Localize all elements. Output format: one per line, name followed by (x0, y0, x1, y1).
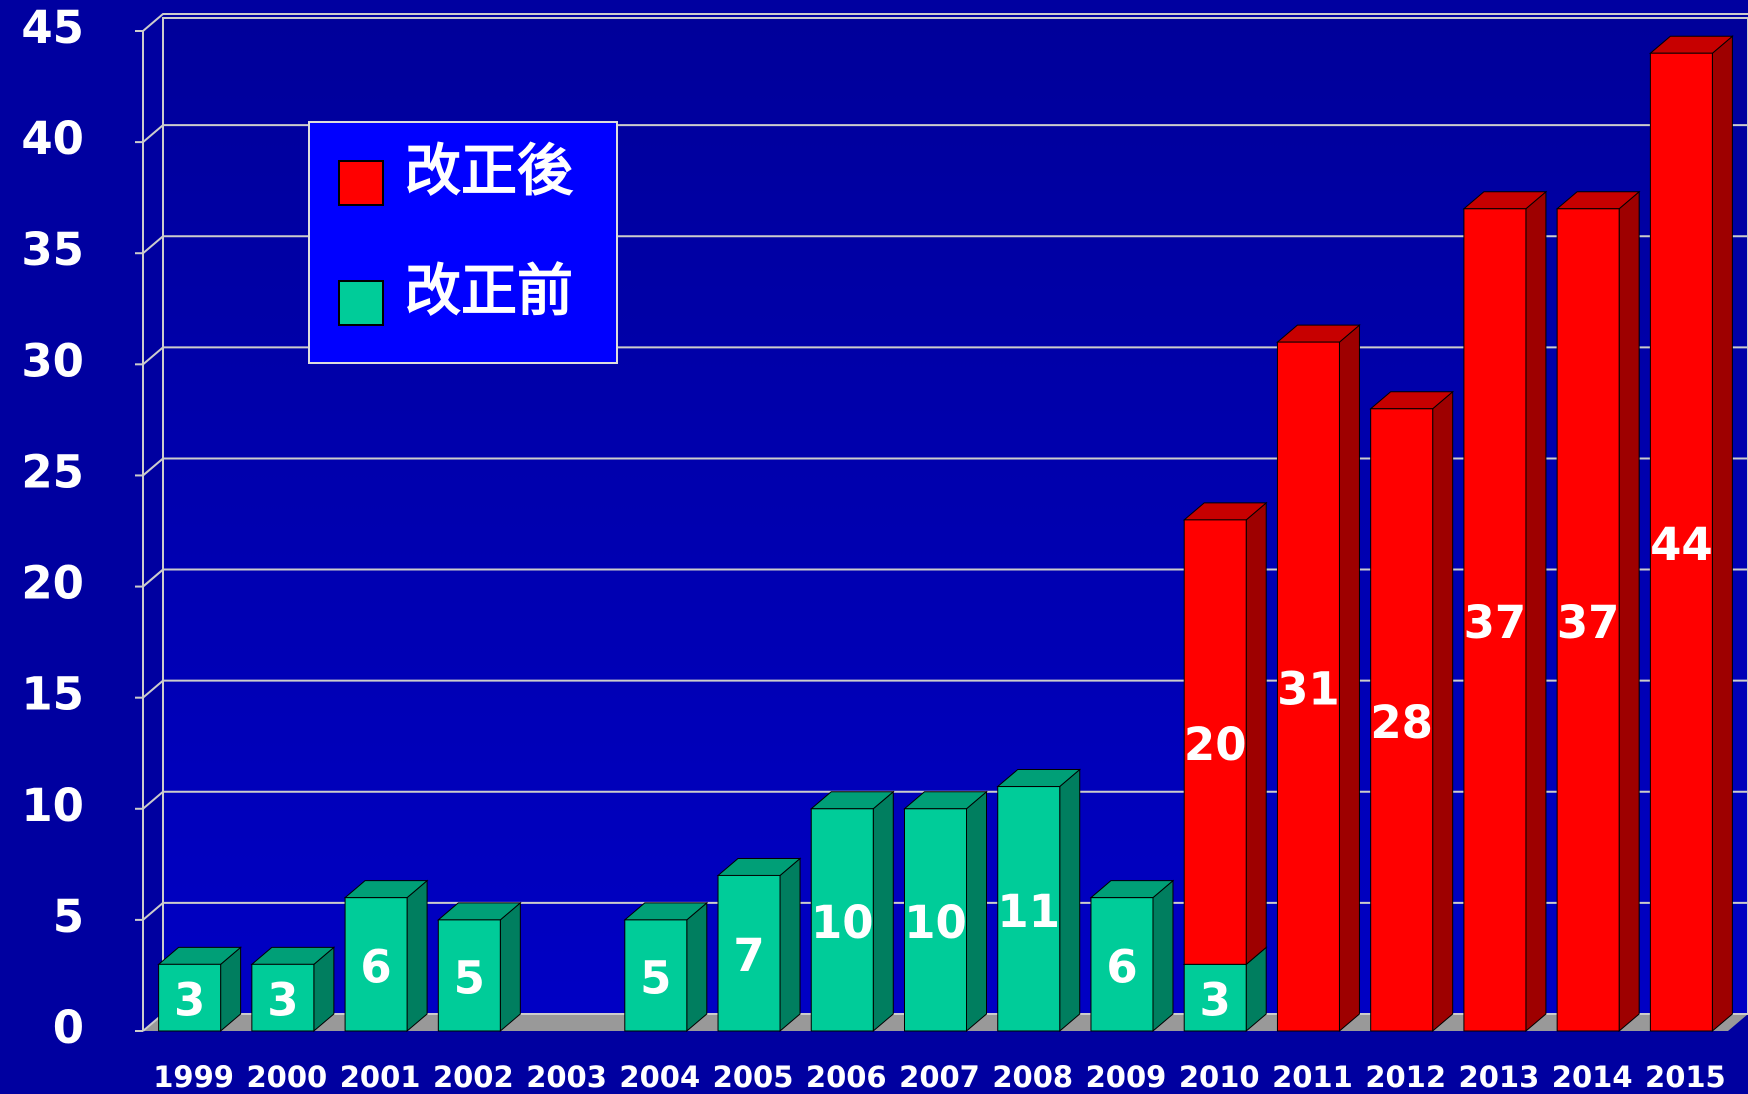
x-tick-label: 2015 (1645, 1060, 1726, 1094)
data-label: 5 (454, 951, 485, 1004)
bar-side (686, 901, 708, 1033)
bar (1556, 208, 1620, 1032)
data-label: 3 (174, 974, 205, 1027)
x-tick-label: 2012 (1365, 1060, 1446, 1094)
x-tick-label: 2001 (340, 1060, 421, 1094)
data-label: 3 (267, 974, 298, 1027)
x-tick-label: 2004 (619, 1060, 700, 1094)
bar (1649, 52, 1713, 1032)
x-tick-label: 2003 (526, 1060, 607, 1094)
grid-line (142, 457, 1748, 477)
x-tick-label: 2006 (806, 1060, 887, 1094)
x-tick-label: 2000 (246, 1060, 327, 1094)
y-tick-label: 40 (21, 112, 84, 165)
data-label: 10 (904, 896, 967, 949)
bar (1276, 341, 1340, 1032)
bar (717, 874, 781, 1032)
bar (1183, 519, 1247, 965)
x-tick-label: 2013 (1459, 1060, 1540, 1094)
y-tick-label: 30 (21, 334, 84, 387)
y-tick-label: 25 (21, 445, 84, 498)
data-label: 31 (1277, 663, 1340, 716)
x-tick-label: 2011 (1272, 1060, 1353, 1094)
bar-side (406, 879, 428, 1033)
bar-side (1338, 324, 1360, 1033)
bar (344, 897, 408, 1032)
bar (624, 919, 688, 1032)
legend-label: 改正後 (405, 139, 574, 204)
bar-side (1525, 190, 1547, 1033)
bar-side (779, 857, 801, 1033)
data-label: 44 (1650, 518, 1713, 571)
legend-swatch (338, 280, 384, 326)
data-label: 37 (1464, 596, 1527, 649)
bar-side (966, 790, 987, 1033)
y-tick-label: 10 (21, 779, 84, 832)
bar (251, 963, 315, 1032)
data-label: 28 (1370, 696, 1433, 749)
bar-side (1432, 390, 1454, 1033)
x-tick-label: 2008 (992, 1060, 1073, 1094)
bar (1090, 897, 1154, 1032)
grid-line (142, 124, 1748, 143)
y-tick-label: 0 (53, 1001, 84, 1054)
data-label: 37 (1557, 596, 1620, 649)
y-tick-label: 20 (21, 557, 84, 610)
x-tick-label: 2007 (899, 1060, 980, 1094)
grid-line (142, 346, 1748, 366)
data-label: 10 (811, 896, 874, 949)
x-tick-label: 2005 (713, 1060, 794, 1094)
data-label: 5 (640, 951, 671, 1004)
y-tick-label: 5 (53, 890, 84, 943)
x-tick-label: 2010 (1179, 1060, 1260, 1094)
bar-side (499, 901, 521, 1033)
bar-side (1245, 501, 1267, 966)
y-tick-label: 15 (21, 668, 84, 721)
x-tick-label: 2002 (433, 1060, 514, 1094)
data-label: 3 (1200, 974, 1231, 1027)
x-tick-label: 1999 (153, 1060, 234, 1094)
bar-side (1618, 190, 1640, 1033)
bar (904, 808, 967, 1032)
legend-swatch (338, 160, 384, 206)
legend-label: 改正前 (405, 259, 573, 324)
x-tick-label: 2014 (1552, 1060, 1633, 1094)
data-label: 20 (1184, 718, 1247, 771)
x-tick-label: 2009 (1086, 1060, 1167, 1094)
data-label: 6 (360, 940, 391, 993)
data-label: 6 (1106, 940, 1137, 993)
bar (1463, 208, 1527, 1032)
y-tick-label: 35 (21, 223, 84, 276)
data-label: 11 (997, 885, 1060, 938)
bar-side (872, 790, 894, 1033)
bar (1370, 408, 1434, 1032)
grid-line (142, 235, 1748, 254)
grid-line (142, 13, 1748, 32)
bar (810, 808, 874, 1032)
bar (1183, 963, 1247, 1032)
bar (997, 786, 1061, 1032)
y-tick-label: 45 (21, 1, 84, 54)
bar-side (1059, 768, 1081, 1033)
bar-side (1152, 879, 1174, 1033)
bar-side (1711, 35, 1733, 1033)
data-label: 7 (733, 929, 764, 982)
bar (437, 919, 501, 1032)
bar (158, 963, 222, 1032)
